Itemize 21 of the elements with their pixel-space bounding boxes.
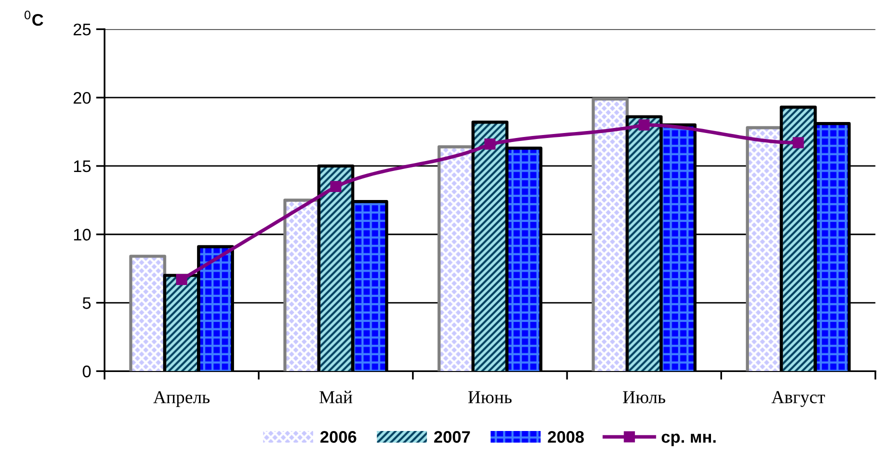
y-tick-label: 25 (74, 24, 91, 36)
legend-label: 2006 (320, 431, 356, 443)
legend-label: ср. мн. (662, 434, 716, 446)
point (330, 180, 342, 192)
x-tick-label: Апрель (153, 391, 210, 407)
y-tick-label: 0 (82, 366, 91, 378)
point (792, 137, 804, 148)
x-tick-label: Май (319, 390, 352, 404)
y-tick-label: 10 (74, 228, 91, 241)
point (638, 119, 650, 131)
y-tick-label: 20 (74, 92, 91, 104)
y-tick-label: 5 (82, 297, 91, 309)
legend-label: 2007 (434, 431, 470, 443)
x-tick-label: Август (772, 391, 825, 407)
y-tick-label: 15 (74, 160, 91, 172)
point (176, 274, 188, 286)
legend-label: 2008 (548, 431, 584, 443)
y-axis-title: $^{0}$C (24, 10, 44, 26)
point (484, 138, 496, 150)
x-tick-label: Июль (622, 391, 666, 404)
x-tick-label: Июнь (468, 391, 512, 404)
